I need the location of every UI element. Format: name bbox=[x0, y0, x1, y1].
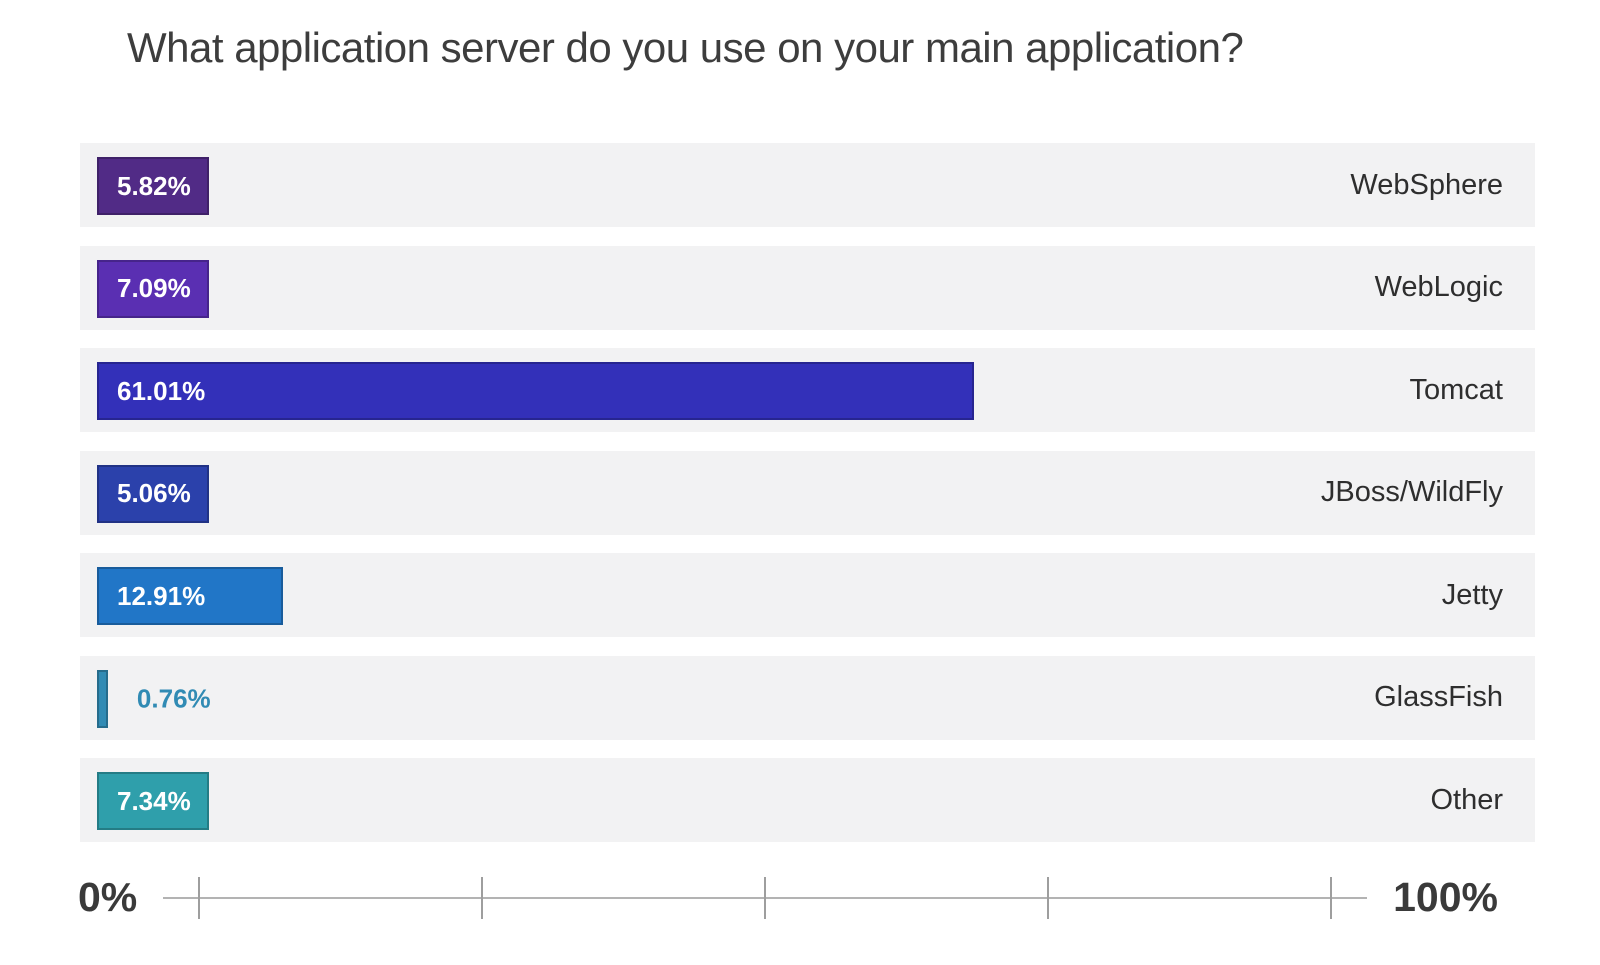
x-axis-tick bbox=[198, 876, 201, 919]
chart-row: 7.34% Other bbox=[80, 758, 1535, 842]
bar-track: 5.82% bbox=[97, 157, 1535, 215]
bar-value-label: 12.91% bbox=[117, 580, 206, 611]
bar-track: 7.09% bbox=[97, 259, 1535, 318]
x-axis-min-label: 0% bbox=[78, 874, 138, 920]
category-label: JBoss/WildFly bbox=[1320, 476, 1503, 508]
bar: 5.82% bbox=[97, 157, 209, 215]
bar: 61.01% bbox=[97, 362, 975, 420]
x-axis: 0% 100% bbox=[78, 855, 1498, 940]
category-label: GlassFish bbox=[1374, 681, 1503, 713]
chart-row: 61.01% Tomcat bbox=[80, 348, 1535, 432]
bar: 12.91% bbox=[97, 567, 283, 625]
chart-row: 7.09% WebLogic bbox=[80, 245, 1535, 330]
x-axis-ticks bbox=[198, 855, 1333, 940]
bar-value-label: 0.76% bbox=[136, 683, 211, 713]
bar-track: 5.06% bbox=[97, 464, 1535, 523]
category-label: WebSphere bbox=[1350, 168, 1503, 201]
x-axis-tick bbox=[1330, 876, 1333, 919]
x-axis-line-wrap bbox=[163, 855, 1368, 940]
bar-value-label: 5.82% bbox=[117, 170, 191, 201]
bar-track: 61.01% bbox=[97, 362, 1535, 420]
x-axis-tick bbox=[1047, 876, 1050, 919]
bar: 7.09% bbox=[97, 259, 209, 318]
x-axis-tick bbox=[764, 876, 767, 919]
category-label: Jetty bbox=[1441, 578, 1503, 611]
bar-track: 7.34% bbox=[97, 772, 1535, 830]
bar-value-label: 7.09% bbox=[117, 273, 191, 303]
bar: 5.06% bbox=[97, 464, 209, 523]
x-axis-max-label: 100% bbox=[1393, 874, 1498, 920]
chart-row: 5.06% JBoss/WildFly bbox=[80, 450, 1535, 535]
page-title: What application server do you use on yo… bbox=[127, 24, 1244, 71]
category-label: Tomcat bbox=[1409, 373, 1503, 406]
category-label: Other bbox=[1430, 783, 1503, 816]
bar: 7.34% bbox=[97, 772, 209, 830]
chart-row: 12.91% Jetty bbox=[80, 553, 1535, 637]
category-label: WebLogic bbox=[1374, 271, 1503, 303]
bar-value-label: 61.01% bbox=[117, 375, 206, 406]
bar-track: 0.76% bbox=[97, 669, 1535, 728]
bar-value-label: 5.06% bbox=[117, 478, 191, 508]
bar-value-label: 7.34% bbox=[117, 785, 191, 816]
bar bbox=[97, 669, 108, 728]
x-axis-tick bbox=[481, 876, 484, 919]
chart-row: 0.76% GlassFish bbox=[80, 655, 1535, 740]
chart-row: 5.82% WebSphere bbox=[80, 143, 1535, 227]
bar-track: 12.91% bbox=[97, 567, 1535, 625]
bar-chart: 5.82% WebSphere 7.09% WebLogic 61.01% To… bbox=[80, 143, 1535, 861]
